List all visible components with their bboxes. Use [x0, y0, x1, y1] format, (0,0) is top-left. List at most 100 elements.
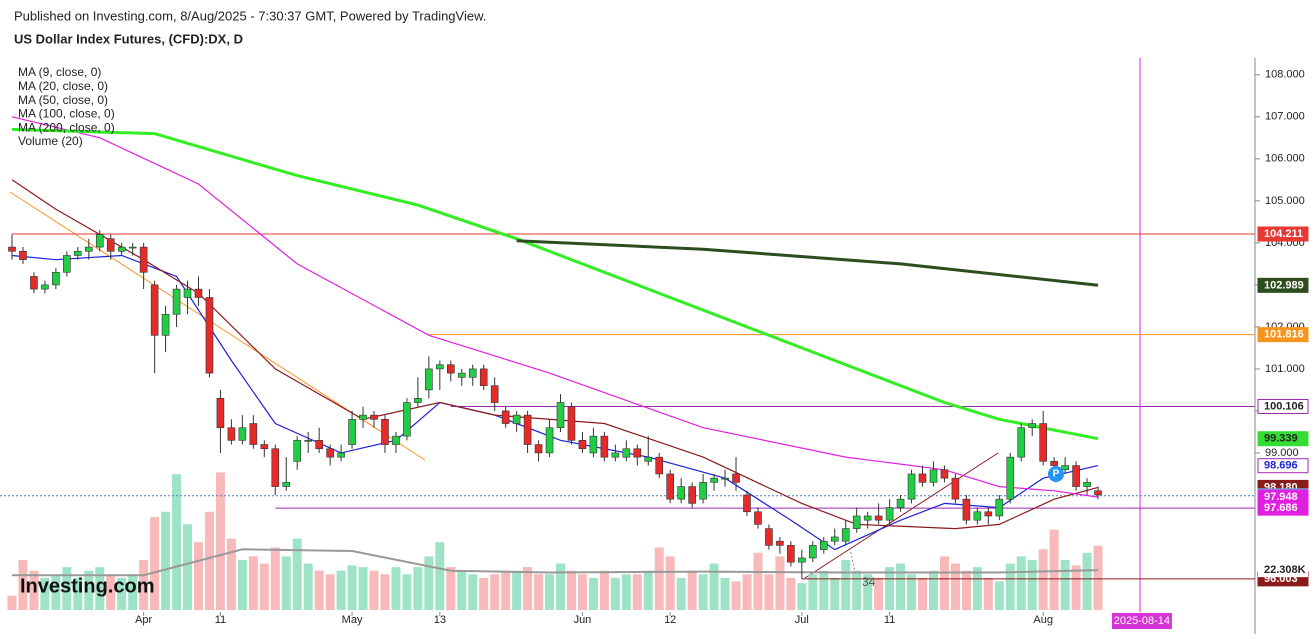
- volume-bar: [237, 559, 247, 610]
- candle-body: [545, 427, 554, 454]
- volume-bar: [1093, 545, 1103, 610]
- candle-body: [172, 288, 181, 315]
- trend-line: [804, 452, 999, 579]
- candle-body: [95, 234, 104, 248]
- volume-bar: [7, 595, 17, 610]
- candle-body: [710, 477, 718, 483]
- candle-body: [721, 477, 729, 480]
- price-label-box: [1257, 277, 1309, 293]
- volume-bar: [775, 556, 785, 610]
- candle-body: [776, 540, 784, 546]
- volume-bar: [545, 574, 555, 610]
- price-label-box: [1257, 500, 1309, 516]
- volume-bar: [314, 570, 324, 610]
- volume-bar: [852, 570, 862, 610]
- candle-body: [743, 494, 751, 513]
- candle-body: [754, 511, 762, 525]
- candle-body: [512, 414, 521, 424]
- y-tick-label: 105.000: [1265, 195, 1305, 207]
- candle-body: [63, 255, 71, 273]
- volume-bar: [270, 547, 280, 610]
- candle-body: [436, 364, 444, 370]
- ma-line: [12, 548, 1099, 577]
- candle-body: [1050, 461, 1058, 466]
- price-label: 97.686: [1264, 502, 1298, 514]
- volume-bar: [457, 570, 467, 610]
- candle-body: [523, 414, 532, 445]
- volume-bar: [1082, 552, 1092, 610]
- volume-bar: [961, 570, 971, 610]
- candle-body: [940, 469, 949, 479]
- candle-body: [216, 398, 225, 429]
- candle-body: [819, 540, 828, 550]
- candle-body: [567, 406, 576, 441]
- candle-body: [238, 427, 247, 441]
- candle-body: [611, 452, 620, 458]
- candle-body: [84, 246, 93, 252]
- x-tick-label: Jun: [574, 614, 592, 626]
- price-label: 98.696: [1264, 460, 1298, 472]
- candle-body: [929, 469, 938, 483]
- volume-bar: [128, 574, 138, 610]
- volume-label-box: [1258, 563, 1308, 578]
- x-tick-label: May: [342, 614, 363, 626]
- volume-bar: [325, 574, 335, 610]
- volume-bar: [259, 563, 269, 610]
- volume-bar: [819, 570, 829, 610]
- candle-body: [962, 498, 971, 521]
- candle-body: [205, 297, 214, 374]
- volume-bar: [874, 577, 884, 610]
- x-tick-label: Apr: [135, 614, 152, 626]
- candle-body: [479, 368, 488, 387]
- volume-bar: [512, 570, 522, 610]
- candle-body: [501, 410, 510, 424]
- volume-bar: [106, 574, 116, 610]
- price-label: 100.106: [1264, 400, 1304, 412]
- y-tick-label: 99.000: [1265, 447, 1299, 459]
- candle-body: [260, 444, 269, 450]
- candle-body: [359, 414, 367, 420]
- volume-bar: [577, 574, 587, 610]
- candle-body: [633, 448, 642, 458]
- symbol-title: US Dollar Index Futures, (CFD):DX, D: [14, 31, 243, 46]
- price-label: 101.816: [1264, 329, 1304, 341]
- candle-body: [293, 440, 302, 462]
- candle-body: [315, 440, 323, 450]
- volume-bar: [292, 538, 302, 610]
- candle-body: [326, 448, 334, 458]
- volume-bar: [709, 563, 719, 610]
- candle-body: [809, 545, 817, 559]
- candle-body: [150, 284, 159, 336]
- candle-body: [600, 435, 609, 458]
- candle-body: [1072, 465, 1080, 487]
- legend-entry: MA (9, close, 0): [18, 65, 101, 79]
- volume-bar: [643, 570, 653, 610]
- candle-body: [271, 448, 280, 487]
- price-label-box: [1257, 398, 1309, 414]
- volume-bar: [808, 574, 818, 610]
- candle-body: [1061, 465, 1069, 471]
- candle-body: [984, 511, 993, 517]
- volume-bar: [1038, 549, 1048, 610]
- ma-line: [11, 127, 1099, 441]
- volume-bar: [468, 574, 478, 610]
- volume-bar: [51, 574, 61, 610]
- candle-body: [414, 398, 422, 403]
- volume-bar: [490, 574, 500, 610]
- candle-body: [52, 271, 60, 286]
- volume-bar: [928, 570, 938, 610]
- legend-entry: MA (20, close, 0): [18, 79, 108, 93]
- candle-body: [128, 246, 137, 249]
- candle-body: [699, 482, 707, 500]
- volume-label: 22.308K: [1264, 564, 1306, 576]
- volume-bar: [1027, 559, 1037, 610]
- candle-body: [907, 473, 916, 500]
- candle-body: [534, 444, 543, 454]
- legend-entry: MA (200, close, 0): [18, 120, 115, 134]
- candle-body: [1028, 423, 1037, 429]
- badge: P: [1053, 469, 1060, 480]
- candle-body: [1083, 482, 1091, 487]
- candle-body: [457, 372, 466, 378]
- y-tick-label: 107.000: [1265, 111, 1305, 123]
